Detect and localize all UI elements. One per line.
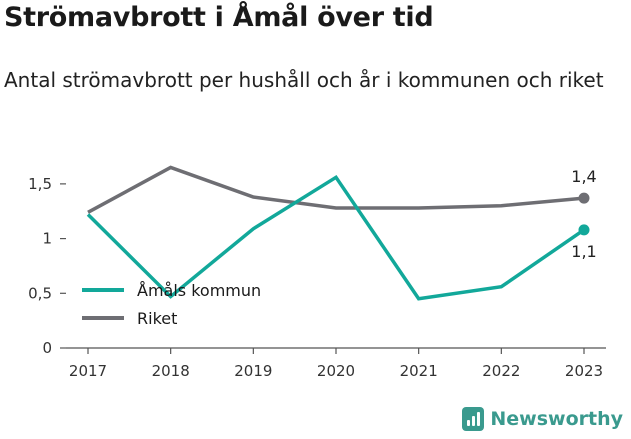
x-tick-label: 2022 [482, 362, 520, 380]
y-tick-label: 1,5 [28, 175, 52, 193]
y-tick-label: 0,5 [28, 284, 52, 302]
chart-subtitle: Antal strömavbrott per hushåll och år i … [4, 68, 604, 92]
data-label: 1,4 [571, 167, 596, 186]
series-line-riket [87, 165, 585, 214]
y-tick-label: 0 [42, 339, 52, 357]
x-tick-label: 2021 [400, 362, 438, 380]
x-tick-label: 2020 [317, 362, 355, 380]
data-label: 1,1 [571, 242, 596, 261]
series-line-amal [86, 174, 585, 301]
x-tick-label: 2017 [69, 362, 107, 380]
y-tick-label: 1 [42, 230, 52, 248]
series-lines: 1,4 1,1 [86, 165, 597, 301]
axes: 2017 2018 2019 2020 2021 2022 2023 0 0,5 1 1,5 [28, 175, 606, 380]
legend-label: Åmåls kommun [137, 281, 261, 300]
newsworthy-logo-icon [462, 407, 485, 431]
series-end-point [578, 192, 590, 204]
brand-name: Newsworthy [490, 408, 623, 430]
legend-label: Riket [137, 309, 177, 328]
legend: Åmåls kommun Riket [82, 281, 261, 328]
x-tick-label: 2019 [234, 362, 272, 380]
x-tick-label: 2023 [565, 362, 603, 380]
brand-logo: Newsworthy [462, 407, 623, 431]
series-end-point [578, 224, 590, 236]
x-tick-label: 2018 [152, 362, 190, 380]
chart-title: Strömavbrott i Åmål över tid [4, 2, 434, 33]
